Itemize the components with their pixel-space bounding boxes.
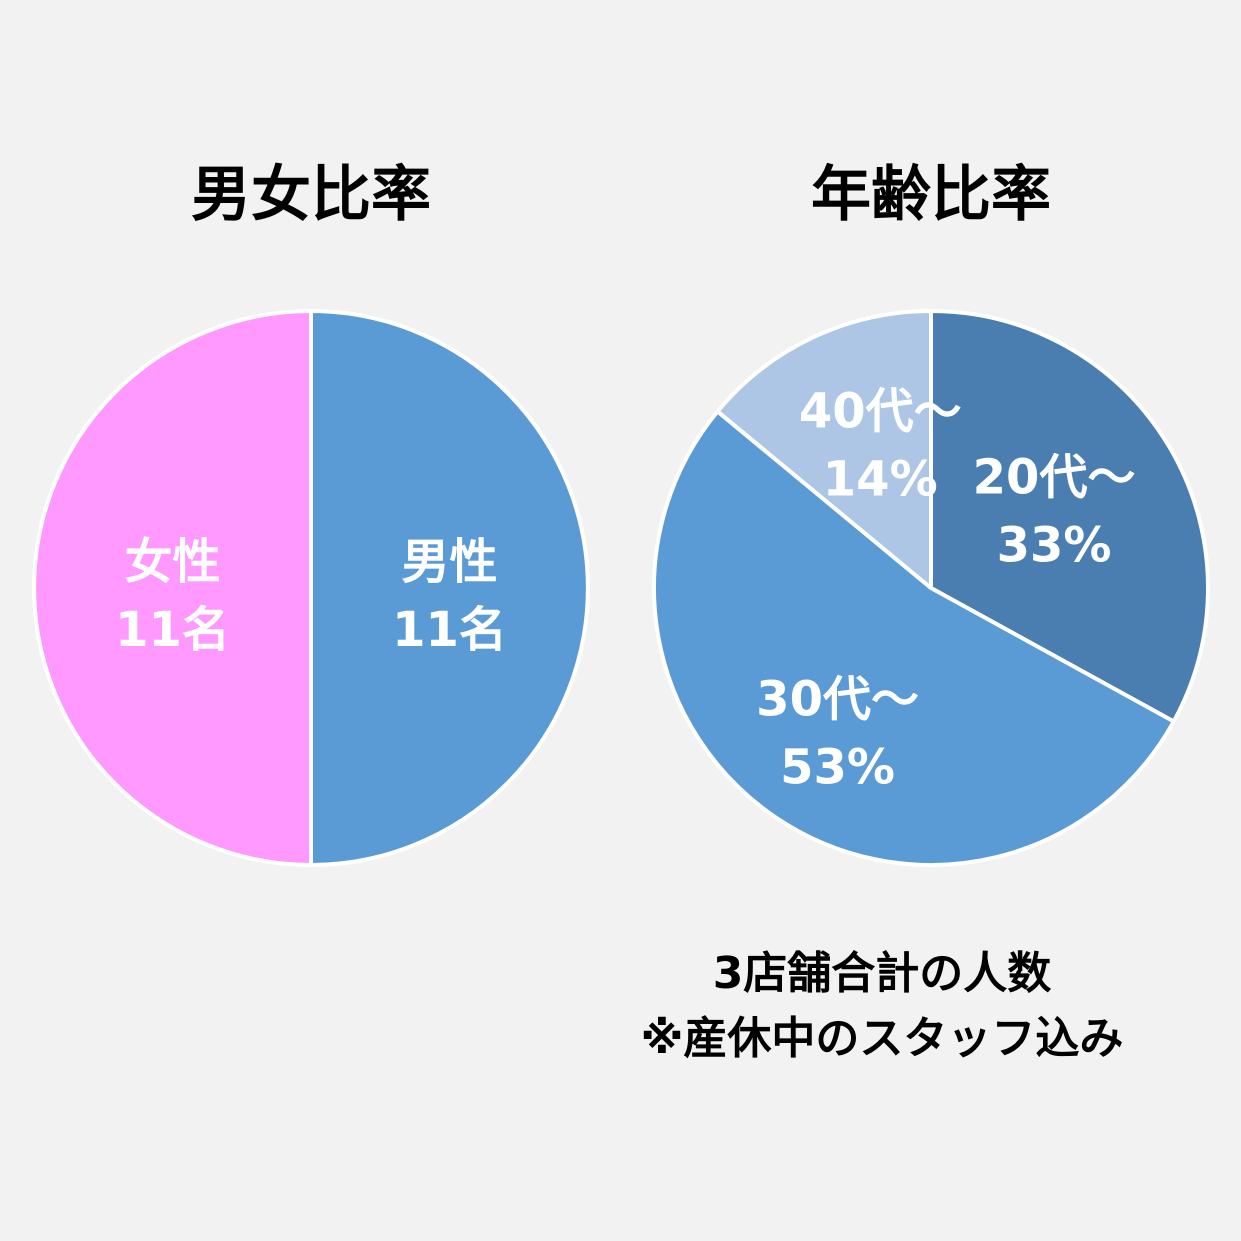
slice-label-20s: 20代～ [973,449,1136,505]
age-pie-chart: 年齢比率 20代～ 33% 30代～ 53% 40代～ 14% [652,160,1210,867]
slice-label-male: 男性 [401,534,497,590]
pie-slice-female [32,309,313,867]
chart-title-0: 男女比率 [191,160,431,230]
note-line-2: ※産休中のスタッフ込み [641,1013,1124,1064]
note-line-1: 3店舗合計の人数 [713,948,1052,999]
pie-slice-male [309,309,590,867]
slice-value-40s: 14% [823,452,938,508]
slice-label-40s: 40代～ [799,384,962,440]
chart-title-1: 年齢比率 [811,160,1051,230]
slice-value-30s: 53% [780,739,895,795]
pie-slice-40s [715,309,933,590]
slice-label-30s: 30代～ [756,671,919,727]
slice-value-male: 11名 [392,602,507,658]
pie-slice-20s [929,309,1210,724]
slice-value-20s: 33% [997,517,1112,573]
slice-value-female: 11名 [115,602,230,658]
pie-slice-30s [652,409,1176,867]
slice-label-female: 女性 [124,534,220,590]
